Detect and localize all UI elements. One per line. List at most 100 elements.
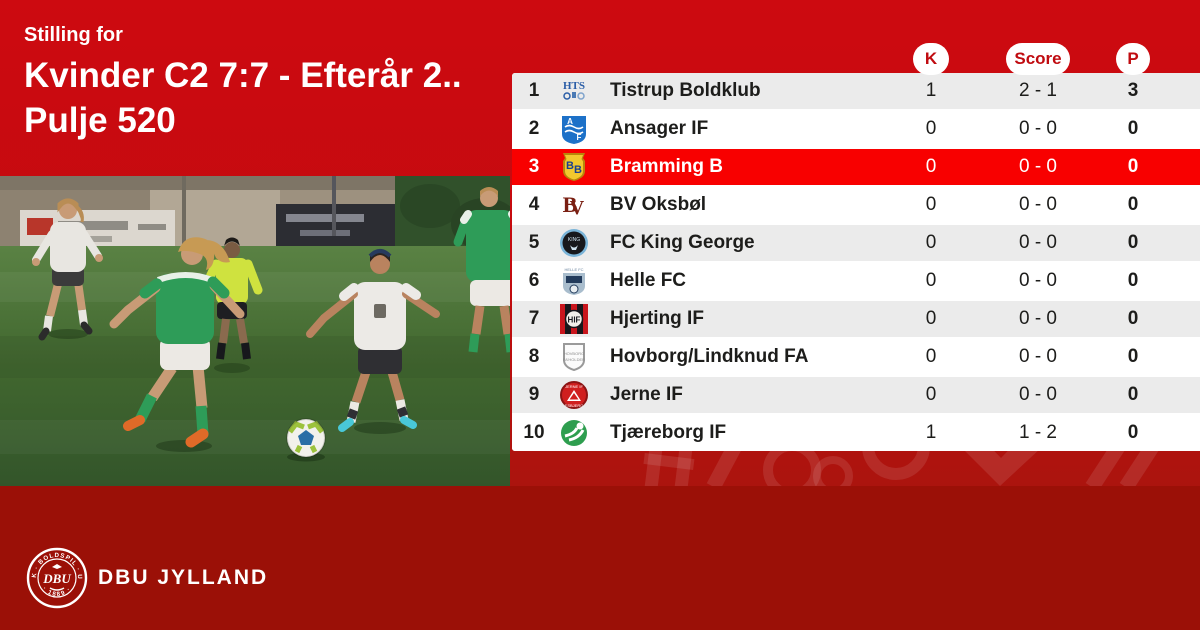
- svg-text:ESBJERG: ESBJERG: [565, 403, 584, 408]
- svg-text:B: B: [563, 192, 578, 217]
- position: 4: [528, 194, 540, 215]
- position: 3: [528, 156, 540, 177]
- points-value: 0: [1127, 118, 1139, 139]
- title-line-1: Kvinder C2 7:7 - Efterår 2..: [24, 56, 462, 95]
- score-value: 0 - 0: [1018, 384, 1058, 405]
- bv-oksbol-logo-icon: B V: [556, 190, 592, 220]
- table-row: 4 B V BV Oksbøl 0 0 - 0 0: [512, 187, 1200, 225]
- matches-value: 0: [925, 232, 937, 253]
- column-header-matches: K: [913, 43, 949, 75]
- club-name: Bramming B: [610, 156, 723, 177]
- matches-value: 0: [925, 384, 937, 405]
- position: 5: [528, 232, 540, 253]
- club-name: Tistrup Boldklub: [610, 80, 761, 101]
- club-name: Hjerting IF: [610, 308, 704, 329]
- table-row: 10 Tjæreborg IF 1 1 - 2 0: [512, 415, 1200, 451]
- points-value: 0: [1127, 384, 1139, 405]
- score-value: 0 - 0: [1018, 194, 1058, 215]
- score-value: 0 - 0: [1018, 232, 1058, 253]
- table-row: 6 HELLE FC Helle FC 0 0 - 0 0: [512, 263, 1200, 301]
- matches-value: 0: [925, 194, 937, 215]
- player-white-right: [306, 249, 440, 432]
- column-header-score: Score: [1006, 43, 1070, 75]
- position: 2: [528, 118, 540, 139]
- jerne-logo-icon: JERNE IF ESBJERG: [556, 380, 592, 410]
- table-row: 8 HOVBORG FA’HOLDER Hovborg/Lindknud FA …: [512, 339, 1200, 377]
- page-title: Kvinder C2 7:7 - Efterår 2.. Pulje 520: [24, 53, 462, 143]
- matches-value: 1: [925, 80, 937, 101]
- tjaereborg-logo-icon: [556, 418, 592, 448]
- column-header-points: P: [1116, 43, 1150, 75]
- club-name: Tjæreborg IF: [610, 422, 727, 443]
- table-row: 2 A F Ansager IF 0 0 - 0 0: [512, 111, 1200, 149]
- points-value: 0: [1127, 346, 1139, 367]
- position: 9: [528, 384, 540, 405]
- position: 1: [528, 80, 540, 101]
- club-name: Hovborg/Lindknud FA: [610, 346, 809, 367]
- svg-text:A: A: [567, 117, 573, 126]
- svg-text:HTS: HTS: [563, 80, 585, 92]
- hovborg-lindknud-logo-icon: HOVBORG FA’HOLDER: [556, 342, 592, 372]
- club-name: FC King George: [610, 232, 755, 253]
- organization-name: DBU JYLLAND: [98, 566, 269, 589]
- score-value: 0 - 0: [1018, 270, 1058, 291]
- points-value: 0: [1127, 156, 1139, 177]
- player-green-right-edge: [453, 187, 510, 353]
- table-row-highlighted: 3 B B Bramming B 0 0 - 0 0: [512, 149, 1200, 187]
- club-name: Ansager IF: [610, 118, 709, 139]
- dbu-crest-icon: DANSK · BOLDSPIL · UNION · 1889 · DBU: [26, 547, 88, 609]
- matches-value: 0: [925, 156, 937, 177]
- table-row: 1 HTS Tistrup Boldklub 1 2 - 1 3: [512, 73, 1200, 111]
- score-value: 0 - 0: [1018, 308, 1058, 329]
- helle-logo-icon: HELLE FC: [556, 266, 592, 296]
- match-photo: [0, 176, 510, 486]
- points-value: 0: [1127, 194, 1139, 215]
- player-white-left: [32, 198, 103, 341]
- svg-text:JERNE IF: JERNE IF: [565, 384, 583, 389]
- player-green-main: [109, 237, 245, 448]
- svg-text:KING: KING: [568, 237, 580, 243]
- score-value: 0 - 0: [1018, 118, 1058, 139]
- table-row: 9 JERNE IF ESBJERG Jerne IF 0 0 - 0 0: [512, 377, 1200, 415]
- svg-text:HELLE FC: HELLE FC: [564, 267, 583, 272]
- table-row: 7 HIF Hjerting IF 0 0 - 0 0: [512, 301, 1200, 339]
- tistrup-logo-icon: HTS: [556, 76, 592, 106]
- score-value: 2 - 1: [1018, 80, 1058, 101]
- position: 10: [523, 422, 545, 443]
- svg-text:· 1889 ·: · 1889 ·: [41, 585, 73, 598]
- bramming-logo-icon: B B: [556, 152, 592, 182]
- points-value: 0: [1127, 232, 1139, 253]
- matches-value: 0: [925, 118, 937, 139]
- club-name: BV Oksbøl: [610, 194, 707, 215]
- title-block: Stilling for Kvinder C2 7:7 - Efterår 2.…: [24, 22, 462, 143]
- svg-text:HOVBORG: HOVBORG: [564, 351, 584, 356]
- matches-value: 0: [925, 270, 937, 291]
- position: 6: [528, 270, 540, 291]
- score-value: 0 - 0: [1018, 156, 1058, 177]
- svg-text:HIF: HIF: [568, 316, 581, 325]
- matches-value: 0: [925, 308, 937, 329]
- fc-king-george-logo-icon: KING: [556, 228, 592, 258]
- club-name: Jerne IF: [610, 384, 683, 405]
- standings-table: K Score P 1 HTS Tistrup Boldklub 1 2 -: [512, 43, 1200, 451]
- svg-text:B: B: [574, 164, 582, 176]
- svg-text:FA’HOLDER: FA’HOLDER: [563, 357, 585, 362]
- standings-card: 1 HTS Tistrup Boldklub 1 2 - 1 3 2: [512, 73, 1200, 451]
- svg-text:B: B: [566, 160, 574, 172]
- points-value: 3: [1127, 80, 1139, 101]
- column-header-row: K Score P: [512, 43, 1200, 75]
- score-value: 1 - 2: [1018, 422, 1058, 443]
- svg-text:DBU: DBU: [42, 571, 71, 586]
- hjerting-logo-icon: HIF: [556, 304, 592, 334]
- matches-value: 0: [925, 346, 937, 367]
- title-line-2: Pulje 520: [24, 101, 176, 140]
- matches-value: 1: [925, 422, 937, 443]
- background-bottom-maroon: [0, 486, 1200, 630]
- ansager-logo-icon: A F: [556, 114, 592, 144]
- score-value: 0 - 0: [1018, 346, 1058, 367]
- position: 7: [528, 308, 540, 329]
- club-name: Helle FC: [610, 270, 687, 291]
- svg-text:V: V: [570, 197, 585, 219]
- svg-text:F: F: [577, 133, 582, 142]
